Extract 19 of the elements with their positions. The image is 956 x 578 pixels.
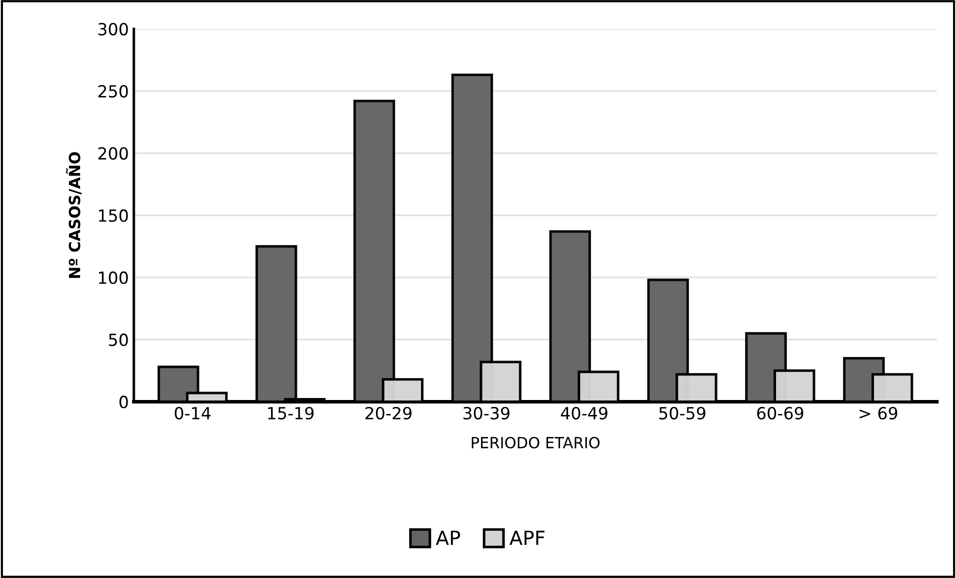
y-tick-label: 150 [98,209,128,222]
y-tick-label: 200 [98,147,128,160]
y-tick-label: 300 [98,22,128,36]
y-tick-label: 250 [98,84,128,98]
y-axis-title: Nº CASOS/AÑO [66,152,82,278]
x-tick-label: 60-69 [757,406,804,420]
x-axis-title: PERIODO ETARIO [472,436,600,448]
legend-label: AP [436,530,460,545]
x-tick-label: > 69 [860,406,898,420]
x-tick-label: 20-29 [365,406,412,420]
x-tick-label: 0-14 [174,406,211,420]
x-tick-label: 40-49 [560,406,608,420]
legend-label: APF [510,530,544,545]
y-tick-label: 50 [109,334,128,346]
y-tick-label: 100 [98,271,128,284]
x-tick-label: 15-19 [268,406,314,420]
x-tick-label: 30-39 [463,406,510,420]
x-tick-label: 50-59 [659,406,706,420]
y-tick-label: 0 [119,396,128,408]
